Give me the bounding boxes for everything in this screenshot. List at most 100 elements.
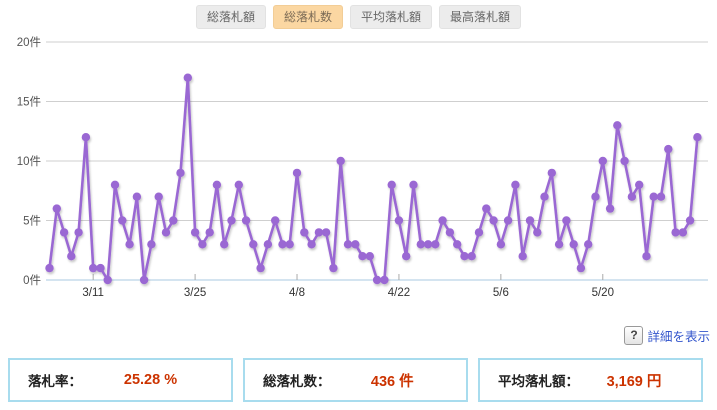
metric-tabs: 総落札額 総落札数 平均落札額 最高落札額 <box>0 5 717 30</box>
data-point <box>380 275 389 285</box>
data-point <box>409 180 418 189</box>
data-point <box>656 192 666 201</box>
help-icon[interactable]: ? <box>624 326 644 345</box>
data-point <box>190 228 200 237</box>
stat-box-win-rate: 落札率： 25.28 % <box>8 358 233 402</box>
data-point <box>307 240 316 249</box>
data-point <box>671 228 680 237</box>
data-point <box>591 192 600 201</box>
data-point <box>511 180 520 189</box>
data-point <box>365 252 374 261</box>
data-point <box>605 204 615 213</box>
data-point <box>176 168 185 178</box>
data-point <box>147 240 156 249</box>
data-point <box>620 156 629 166</box>
data-point <box>271 216 280 225</box>
data-point <box>220 240 229 249</box>
data-point <box>45 263 54 273</box>
data-point <box>358 252 367 261</box>
winning-bid-count-line-chart: 0件 5件 10件 15件 20件 3/11 3/25 4/8 4/22 5/6 5/20 <box>17 35 708 299</box>
stat-value: 3,169 円 <box>606 373 662 390</box>
data-point <box>300 228 309 237</box>
data-point <box>256 263 265 273</box>
data-point <box>161 228 171 237</box>
data-point <box>503 216 513 225</box>
data-point <box>329 263 338 273</box>
x-axis-label: 3/11 <box>82 287 104 299</box>
data-point <box>525 216 535 225</box>
tab-average-price[interactable]: 平均落札額 <box>350 5 433 30</box>
data-point <box>74 228 83 237</box>
y-axis-label: 0件 <box>23 273 41 287</box>
data-point <box>627 192 637 201</box>
show-detail-link[interactable]: 詳細を表示 <box>647 330 710 344</box>
data-point <box>664 144 673 154</box>
stat-label: 落札率： <box>28 374 82 389</box>
y-axis-label: 15件 <box>17 95 41 109</box>
data-point <box>351 240 360 249</box>
tab-total-amount[interactable]: 総落札額 <box>195 5 266 30</box>
data-point <box>445 228 455 237</box>
data-point <box>132 192 142 201</box>
data-point <box>110 180 120 189</box>
data-point <box>598 156 607 166</box>
x-axis-label: 5/6 <box>493 287 509 299</box>
x-axis-label: 4/22 <box>388 287 410 299</box>
data-point <box>489 216 498 225</box>
data-point <box>693 133 702 142</box>
data-point <box>212 180 222 189</box>
data-point <box>685 216 695 225</box>
data-point <box>518 252 527 261</box>
tab-highest-price[interactable]: 最高落札額 <box>439 5 522 30</box>
data-point <box>139 275 149 285</box>
stat-value: 436 件 <box>370 373 414 390</box>
data-point <box>402 252 411 261</box>
data-point <box>249 240 258 249</box>
data-point <box>336 156 345 166</box>
summary-stat-boxes: 落札率： 25.28 % 総落札数： 436 件 平均落札額： 3,169 円 <box>8 358 703 402</box>
data-point <box>292 168 302 178</box>
data-point <box>547 168 556 178</box>
data-point <box>562 216 571 225</box>
x-axis-label: 5/20 <box>592 287 614 299</box>
data-point <box>81 133 91 142</box>
data-point <box>89 263 98 273</box>
data-point <box>125 240 134 249</box>
data-point <box>59 228 69 237</box>
stat-label: 総落札数： <box>263 374 331 389</box>
data-point <box>482 204 491 213</box>
data-point <box>474 228 484 237</box>
data-point <box>227 216 236 225</box>
data-point <box>569 240 578 249</box>
data-point <box>285 240 294 249</box>
data-point <box>416 240 425 249</box>
data-point <box>460 252 469 261</box>
data-point <box>387 180 396 189</box>
tab-total-count[interactable]: 総落札数 <box>272 5 343 30</box>
data-point <box>96 263 105 273</box>
data-point <box>234 180 243 189</box>
stat-box-average-price: 平均落札額： 3,169 円 <box>478 358 703 402</box>
data-point <box>205 228 214 237</box>
data-point <box>103 275 112 285</box>
stat-box-total-count: 総落札数： 436 件 <box>243 358 468 402</box>
stat-label: 平均落札額： <box>498 374 579 389</box>
data-point <box>496 240 506 249</box>
data-point <box>635 180 644 189</box>
data-point <box>343 240 353 249</box>
stat-value: 25.28 % <box>123 372 178 388</box>
data-point <box>118 216 127 225</box>
y-axis-label: 20件 <box>17 35 41 49</box>
data-point <box>533 228 542 237</box>
data-point <box>372 275 382 285</box>
data-point <box>438 216 447 225</box>
data-point <box>467 252 476 261</box>
data-point <box>263 240 273 249</box>
data-point <box>642 252 651 261</box>
data-point <box>423 240 433 249</box>
data-point <box>314 228 324 237</box>
data-point <box>613 121 622 130</box>
y-axis-label: 10件 <box>17 154 41 168</box>
data-point <box>431 240 440 249</box>
